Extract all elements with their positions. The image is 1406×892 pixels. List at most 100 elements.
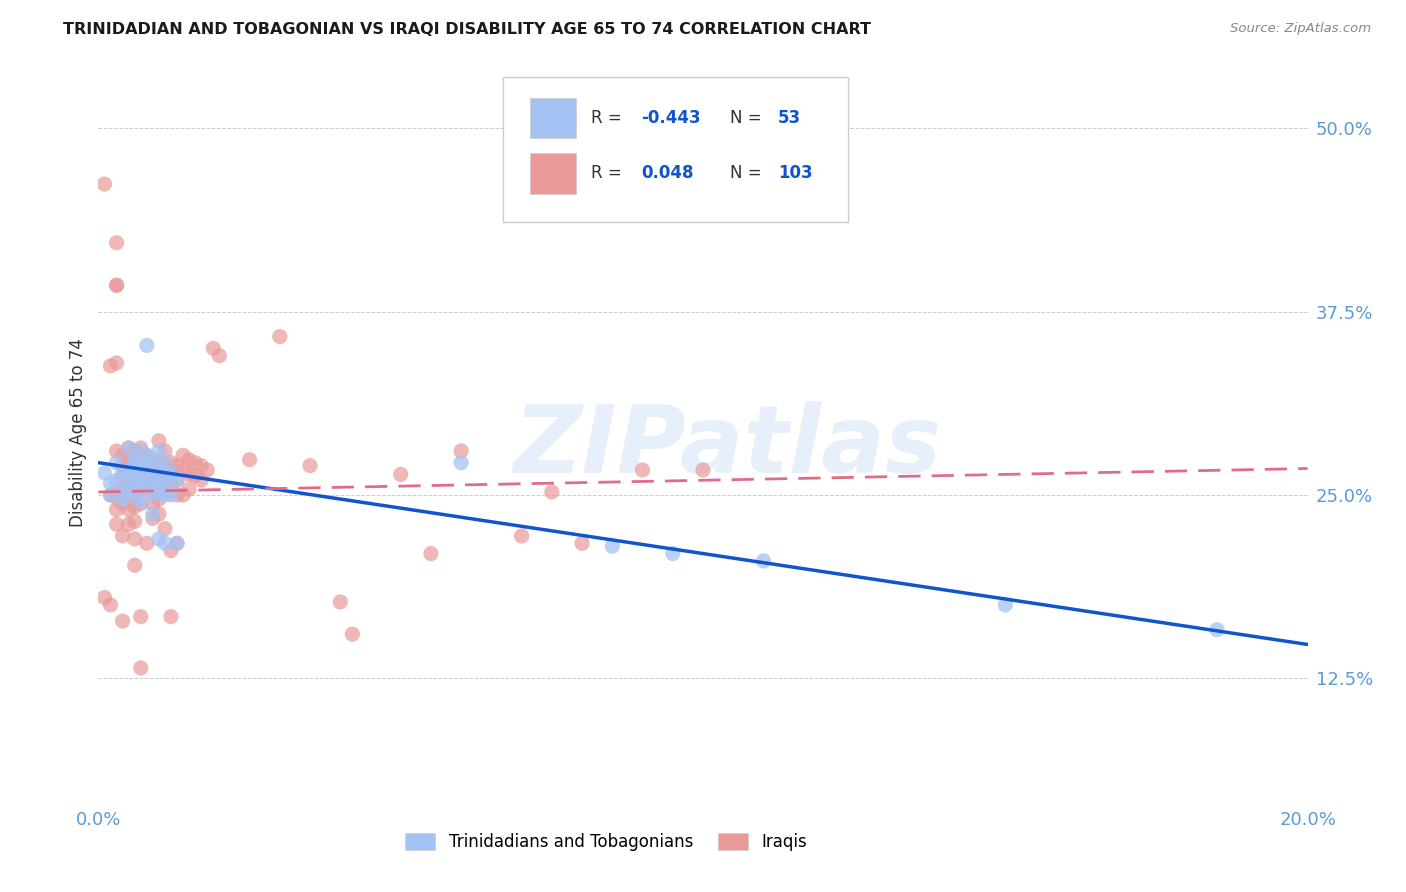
- Point: [179, 482, 201, 496]
- Point: [105, 502, 128, 516]
- Point: [153, 467, 176, 482]
- Point: [118, 517, 141, 532]
- Point: [129, 485, 152, 500]
- Point: [160, 456, 183, 470]
- Text: N =: N =: [730, 164, 766, 183]
- Point: [172, 488, 194, 502]
- Point: [153, 485, 176, 500]
- Point: [239, 452, 262, 467]
- Point: [111, 470, 134, 484]
- Text: N =: N =: [730, 109, 766, 127]
- Point: [148, 477, 170, 491]
- Point: [299, 458, 322, 473]
- Point: [129, 497, 152, 511]
- Point: [994, 598, 1017, 612]
- Point: [752, 554, 775, 568]
- Point: [93, 591, 115, 605]
- Point: [153, 458, 176, 473]
- Point: [153, 444, 176, 458]
- Point: [142, 485, 165, 500]
- Point: [124, 444, 146, 458]
- Legend: Trinidadians and Tobagonians, Iraqis: Trinidadians and Tobagonians, Iraqis: [399, 826, 814, 857]
- Text: ZIPatlas: ZIPatlas: [513, 401, 941, 493]
- Point: [124, 488, 146, 502]
- Point: [135, 482, 157, 496]
- Point: [118, 441, 141, 455]
- Point: [129, 485, 152, 500]
- Point: [118, 488, 141, 502]
- Point: [142, 463, 165, 477]
- Text: TRINIDADIAN AND TOBAGONIAN VS IRAQI DISABILITY AGE 65 TO 74 CORRELATION CHART: TRINIDADIAN AND TOBAGONIAN VS IRAQI DISA…: [63, 22, 872, 37]
- Point: [111, 458, 134, 473]
- Point: [148, 532, 170, 546]
- Point: [129, 444, 152, 458]
- Point: [160, 609, 183, 624]
- Point: [166, 488, 188, 502]
- Y-axis label: Disability Age 65 to 74: Disability Age 65 to 74: [69, 338, 87, 527]
- Point: [111, 466, 134, 480]
- Point: [129, 456, 152, 470]
- Point: [118, 470, 141, 484]
- Point: [105, 278, 128, 293]
- Point: [153, 477, 176, 491]
- Point: [148, 507, 170, 521]
- Point: [129, 473, 152, 487]
- Point: [135, 448, 157, 462]
- Point: [142, 507, 165, 521]
- Point: [100, 476, 122, 491]
- Point: [105, 491, 128, 505]
- Point: [100, 598, 122, 612]
- Point: [124, 558, 146, 573]
- Point: [111, 482, 134, 496]
- Point: [571, 536, 593, 550]
- Point: [135, 477, 157, 491]
- Point: [105, 517, 128, 532]
- Point: [142, 452, 165, 467]
- Point: [148, 467, 170, 482]
- Point: [450, 456, 472, 470]
- Point: [111, 529, 134, 543]
- Point: [166, 473, 188, 487]
- Point: [166, 536, 188, 550]
- Point: [153, 522, 176, 536]
- Point: [105, 485, 128, 500]
- Point: [111, 485, 134, 500]
- Point: [172, 463, 194, 477]
- Point: [124, 488, 146, 502]
- Point: [148, 463, 170, 477]
- Point: [166, 458, 188, 473]
- Point: [105, 444, 128, 458]
- Point: [135, 448, 157, 462]
- Text: -0.443: -0.443: [641, 109, 702, 127]
- Point: [661, 547, 683, 561]
- Point: [148, 434, 170, 448]
- Point: [195, 463, 218, 477]
- Point: [105, 473, 128, 487]
- Point: [135, 338, 157, 352]
- Point: [129, 661, 152, 675]
- Text: Source: ZipAtlas.com: Source: ZipAtlas.com: [1230, 22, 1371, 36]
- Point: [93, 177, 115, 191]
- Point: [153, 488, 176, 502]
- Text: R =: R =: [591, 109, 627, 127]
- Point: [135, 467, 157, 482]
- Point: [148, 485, 170, 500]
- Point: [160, 467, 183, 482]
- Point: [105, 456, 128, 470]
- Point: [135, 470, 157, 484]
- Point: [184, 456, 207, 470]
- Point: [100, 488, 122, 502]
- Point: [129, 495, 152, 509]
- Point: [129, 452, 152, 467]
- FancyBboxPatch shape: [503, 78, 848, 221]
- Point: [190, 473, 212, 487]
- Point: [540, 485, 562, 500]
- Point: [208, 349, 231, 363]
- Point: [129, 463, 152, 477]
- FancyBboxPatch shape: [530, 153, 576, 194]
- Point: [148, 456, 170, 470]
- Point: [389, 467, 412, 482]
- Point: [160, 543, 183, 558]
- Point: [105, 235, 128, 250]
- Text: 53: 53: [778, 109, 801, 127]
